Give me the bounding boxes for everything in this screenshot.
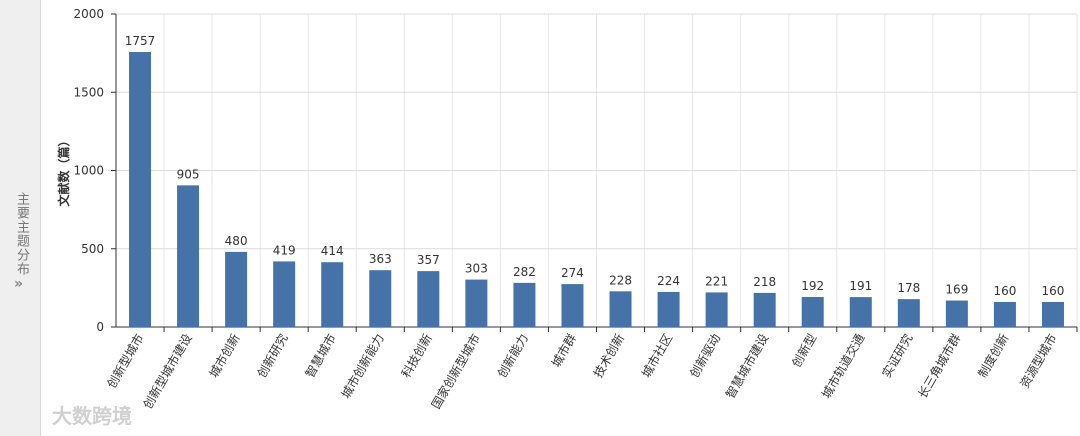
value-label: 160 (993, 284, 1016, 298)
value-label: 419 (273, 243, 296, 257)
bar (1041, 301, 1064, 327)
y-tick-label: 1000 (73, 164, 104, 178)
bar (561, 284, 584, 327)
value-label: 282 (513, 265, 536, 279)
value-label: 169 (945, 283, 968, 297)
x-tick-label: 创新能力 (494, 331, 531, 380)
bar (177, 185, 200, 327)
bar (369, 270, 392, 327)
value-label: 905 (177, 167, 200, 181)
bar (801, 296, 824, 327)
bar (417, 271, 440, 327)
value-label: 191 (849, 279, 872, 293)
value-label: 357 (417, 253, 440, 267)
bar (129, 52, 152, 327)
bar (753, 292, 776, 327)
bar (273, 261, 296, 327)
value-label: 224 (657, 274, 680, 288)
expand-icon[interactable]: » (14, 276, 24, 292)
bar (849, 297, 872, 327)
y-axis-label: 文献数（篇） (56, 134, 71, 206)
bar (945, 300, 968, 327)
x-tick-label: 技术创新 (590, 331, 627, 380)
x-tick-label: 长三角城市群 (914, 331, 963, 401)
x-tick-label: 创新驱动 (686, 331, 723, 380)
sidebar-label: 主要主题分布 (14, 192, 29, 276)
value-label: 363 (369, 252, 392, 266)
value-label: 178 (897, 281, 920, 295)
x-tick-label: 国家创新型城市 (428, 331, 483, 411)
x-tick-label: 创新型 (788, 331, 819, 370)
value-label: 274 (561, 266, 584, 280)
value-label: 303 (465, 262, 488, 276)
x-tick-label: 资源型城市 (1017, 331, 1060, 390)
bar (705, 292, 728, 327)
value-label: 228 (609, 273, 632, 287)
value-label: 480 (225, 234, 248, 248)
value-label: 414 (321, 244, 344, 258)
sidebar-tab[interactable]: 主要主题分布 » (0, 0, 41, 436)
bar (513, 282, 536, 327)
y-tick-label: 500 (81, 242, 104, 256)
bar (321, 262, 344, 327)
x-tick-label: 城市创新能力 (338, 331, 387, 401)
value-label: 192 (801, 279, 824, 293)
value-label: 221 (705, 274, 728, 288)
y-tick-label: 0 (96, 320, 104, 334)
x-tick-label: 城市轨道交通 (818, 331, 867, 401)
bar (993, 301, 1016, 327)
x-tick-label: 实证研究 (878, 331, 915, 380)
x-tick-label: 城市创新 (206, 331, 243, 380)
bar (657, 291, 680, 327)
x-tick-label: 城市社区 (638, 331, 675, 380)
bar (609, 291, 632, 327)
x-tick-label: 科技创新 (398, 331, 435, 380)
bar (465, 279, 488, 327)
x-tick-label: 制度创新 (975, 331, 1012, 380)
x-tick-label: 创新型城市建设 (140, 331, 195, 411)
value-label: 1757 (125, 34, 156, 48)
bar (225, 251, 248, 327)
x-tick-label: 创新型城市 (104, 331, 147, 390)
y-tick-label: 1500 (73, 85, 104, 99)
x-tick-label: 城市群 (548, 331, 579, 370)
x-tick-label: 智慧城市建设 (722, 331, 771, 401)
y-tick-label: 2000 (73, 7, 104, 21)
value-label: 160 (1042, 284, 1065, 298)
bar (897, 299, 920, 327)
watermark: 大数跨境 (52, 404, 132, 428)
value-label: 218 (753, 275, 776, 289)
x-tick-label: 创新研究 (254, 331, 291, 380)
x-tick-label: 智慧城市 (302, 331, 339, 380)
